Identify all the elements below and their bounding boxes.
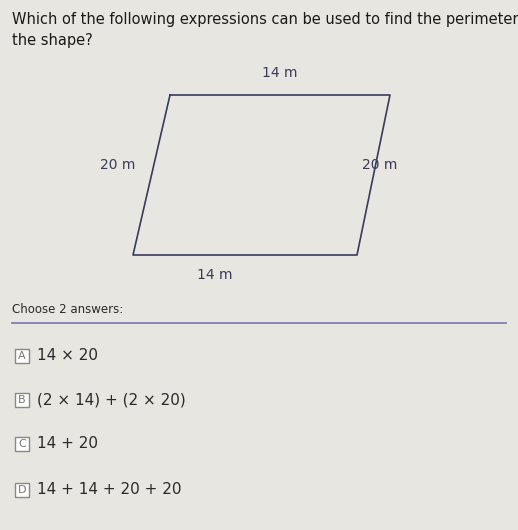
Text: the shape?: the shape? [12,33,93,48]
Text: Choose 2 answers:: Choose 2 answers: [12,303,123,316]
Text: 14 + 14 + 20 + 20: 14 + 14 + 20 + 20 [37,482,181,498]
Text: D: D [18,485,26,495]
FancyBboxPatch shape [15,483,29,497]
Text: B: B [18,395,26,405]
Text: 20 m: 20 m [362,158,397,172]
FancyBboxPatch shape [15,349,29,363]
Text: 14 + 20: 14 + 20 [37,437,98,452]
Text: 14 m: 14 m [197,268,233,282]
FancyBboxPatch shape [15,437,29,451]
Text: 20 m: 20 m [99,158,135,172]
FancyBboxPatch shape [15,393,29,407]
Text: Which of the following expressions can be used to find the perimeter of: Which of the following expressions can b… [12,12,518,27]
Text: 14 m: 14 m [262,66,298,80]
Text: 14 × 20: 14 × 20 [37,349,98,364]
Text: C: C [18,439,26,449]
Text: (2 × 14) + (2 × 20): (2 × 14) + (2 × 20) [37,393,186,408]
Text: A: A [18,351,26,361]
